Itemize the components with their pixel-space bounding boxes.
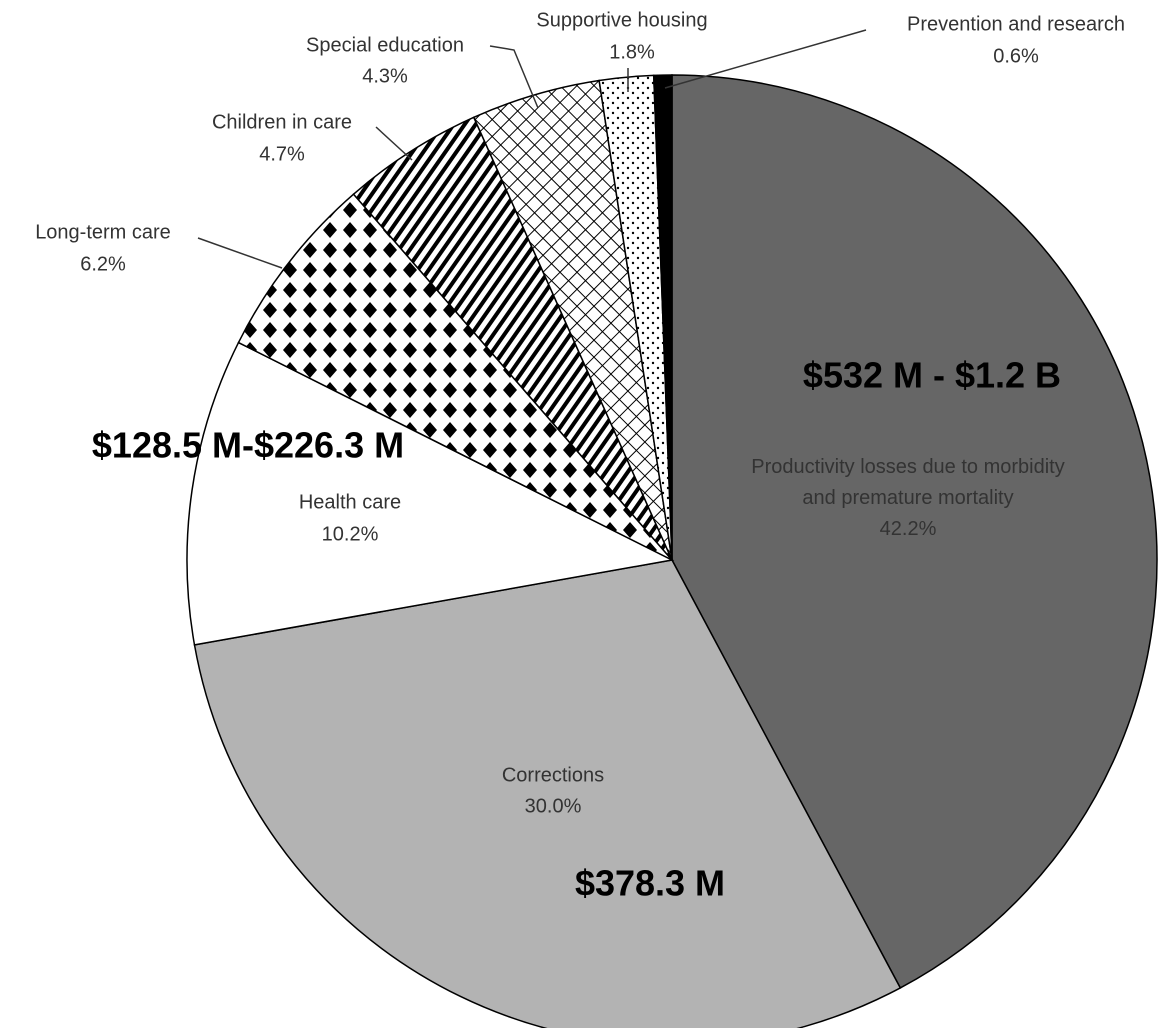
annotation: $532 M - $1.2 B: [803, 355, 1061, 396]
slice-percent: 10.2%: [322, 523, 379, 545]
slice-name: Special education: [306, 34, 464, 56]
leader-line: [664, 29, 867, 89]
slice-percent: 30.0%: [525, 795, 582, 817]
slice-name: Supportive housing: [536, 9, 707, 31]
slice-name: Long-term care: [35, 221, 171, 243]
pie-slice: [193, 559, 902, 1028]
slice-percent: 4.7%: [259, 143, 305, 165]
annotation: $378.3 M: [575, 863, 725, 904]
slice-name: Prevention and research: [907, 13, 1125, 35]
pie-slice: [671, 74, 1158, 989]
slice-label: Productivity losses due to morbidity and…: [748, 452, 1068, 545]
pie-slice: [237, 193, 673, 561]
leader-line: [197, 237, 283, 269]
slice-name: Productivity losses due to morbidity and…: [751, 456, 1065, 509]
leader-line: [489, 45, 539, 109]
slice-name: Corrections: [502, 764, 604, 786]
slice-percent: 4.3%: [362, 65, 408, 87]
slice-name: Health care: [299, 491, 401, 513]
slice-percent: 6.2%: [80, 253, 126, 275]
pie-slice: [652, 74, 673, 561]
leader-line: [375, 126, 413, 161]
pie-slice: [186, 341, 675, 646]
slice-percent: 0.6%: [993, 45, 1039, 67]
slice-percent: 1.8%: [609, 41, 655, 63]
slice-name: Children in care: [212, 111, 352, 133]
slice-percent: 42.2%: [879, 518, 937, 540]
annotation: $128.5 M-$226.3 M: [92, 425, 404, 466]
